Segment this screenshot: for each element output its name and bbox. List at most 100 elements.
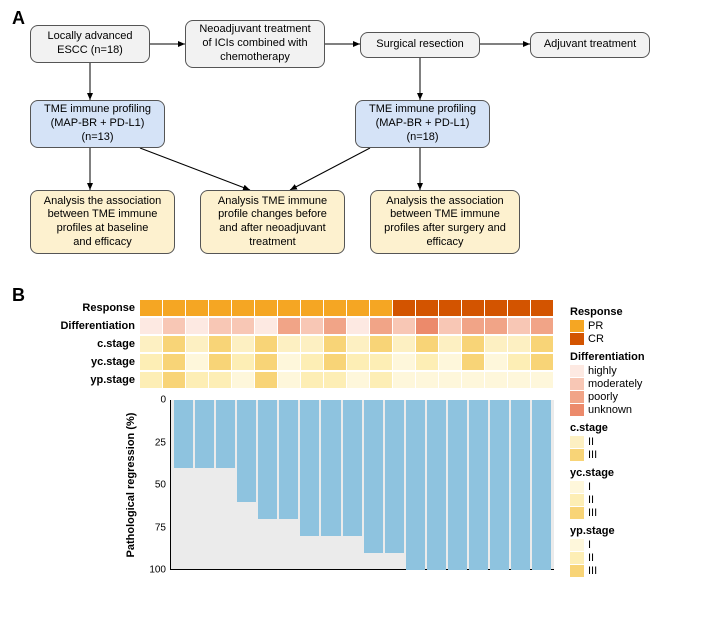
legend-label: III: [588, 507, 597, 519]
heatmap-cell: [462, 300, 484, 316]
heatmap-cell: [416, 318, 438, 334]
legend-title: c.stage: [570, 422, 708, 434]
heatmap-cell: [209, 372, 231, 388]
heatmap-cell: [370, 372, 392, 388]
heatmap-cell: [370, 336, 392, 352]
heatmap-cell: [347, 336, 369, 352]
legend-item: III: [570, 565, 708, 577]
heatmap-row: [140, 372, 554, 388]
legend-swatch: [570, 565, 584, 577]
heatmap-cell: [439, 300, 461, 316]
row-label: Differentiation: [30, 318, 135, 334]
bar: [532, 400, 551, 570]
heatmap-cell: [186, 354, 208, 370]
legend-item: highly: [570, 365, 708, 377]
legend-label: III: [588, 449, 597, 461]
heatmap-cell: [485, 372, 507, 388]
bar: [406, 400, 425, 570]
heatmap-cell: [462, 354, 484, 370]
legend-label: II: [588, 552, 594, 564]
heatmap-cell: [347, 300, 369, 316]
legend: ResponsePRCRDifferentiationhighlymoderat…: [570, 300, 708, 578]
legend-item: III: [570, 449, 708, 461]
legend-label: unknown: [588, 404, 632, 416]
legend-title: Response: [570, 306, 708, 318]
heatmap-cell: [416, 336, 438, 352]
bar: [237, 400, 256, 502]
heatmap-cell: [163, 372, 185, 388]
bar: [427, 400, 446, 570]
legend-label: II: [588, 494, 594, 506]
flowchart: Locally advanced ESCC (n=18)Neoadjuvant …: [30, 20, 690, 270]
bar: [511, 400, 530, 570]
y-axis: 0255075100: [140, 400, 168, 570]
bar-column: [279, 400, 298, 519]
heatmap-cell: [508, 300, 530, 316]
bar-column: [532, 400, 551, 570]
legend-item: III: [570, 507, 708, 519]
heatmap-cell: [301, 318, 323, 334]
panel-a-label: A: [12, 8, 25, 29]
legend-label: PR: [588, 320, 603, 332]
legend-item: poorly: [570, 391, 708, 403]
heatmap-cell: [508, 336, 530, 352]
bar-column: [490, 400, 509, 570]
bar: [490, 400, 509, 570]
legend-swatch: [570, 449, 584, 461]
y-tick: 0: [160, 395, 166, 406]
bar: [448, 400, 467, 570]
heatmap-cell: [209, 354, 231, 370]
legend-label: highly: [588, 365, 617, 377]
legend-swatch: [570, 391, 584, 403]
heatmap-cell: [393, 336, 415, 352]
y-axis-label: Pathological regression (%): [125, 413, 137, 558]
bar: [174, 400, 193, 468]
bar: [343, 400, 362, 536]
y-tick: 25: [155, 437, 166, 448]
heatmap-cell: [232, 318, 254, 334]
heatmap-cell: [324, 318, 346, 334]
legend-item: PR: [570, 320, 708, 332]
heatmap-cell: [255, 354, 277, 370]
heatmap-cell: [416, 300, 438, 316]
heatmap-row: [140, 336, 554, 352]
flow-box: Analysis the association between TME imm…: [370, 190, 520, 254]
legend-swatch: [570, 436, 584, 448]
heatmap-cell: [278, 300, 300, 316]
heatmap-cell: [370, 318, 392, 334]
heatmap-cell: [508, 318, 530, 334]
heatmap-cell: [255, 372, 277, 388]
legend-item: I: [570, 481, 708, 493]
legend-label: I: [588, 481, 591, 493]
heatmap-cell: [140, 318, 162, 334]
heatmap-cell: [531, 336, 553, 352]
heatmap-cell: [393, 318, 415, 334]
heatmap-cell: [416, 354, 438, 370]
y-tick: 100: [149, 565, 166, 576]
bar-column: [448, 400, 467, 570]
bar-column: [258, 400, 277, 519]
legend-title: yp.stage: [570, 525, 708, 537]
heatmap-cell: [140, 354, 162, 370]
heatmap-cell: [163, 300, 185, 316]
heatmap-row: [140, 354, 554, 370]
legend-swatch: [570, 404, 584, 416]
heatmap-cell: [232, 300, 254, 316]
legend-label: III: [588, 565, 597, 577]
bar-chart: Pathological regression (%) 0255075100: [140, 400, 554, 590]
legend-item: II: [570, 436, 708, 448]
heatmap-cell: [416, 372, 438, 388]
legend-label: II: [588, 436, 594, 448]
bar-column: [216, 400, 235, 468]
heatmap-cell: [347, 318, 369, 334]
heatmap-cell: [439, 336, 461, 352]
heatmap-cell: [324, 300, 346, 316]
heatmap-cell: [278, 336, 300, 352]
heatmap-cell: [186, 336, 208, 352]
heatmap-cell: [324, 354, 346, 370]
bar-column: [321, 400, 340, 536]
legend-title: yc.stage: [570, 467, 708, 479]
legend-label: poorly: [588, 391, 618, 403]
heatmap-cell: [209, 336, 231, 352]
flow-box: Neoadjuvant treatment of ICIs combined w…: [185, 20, 325, 68]
